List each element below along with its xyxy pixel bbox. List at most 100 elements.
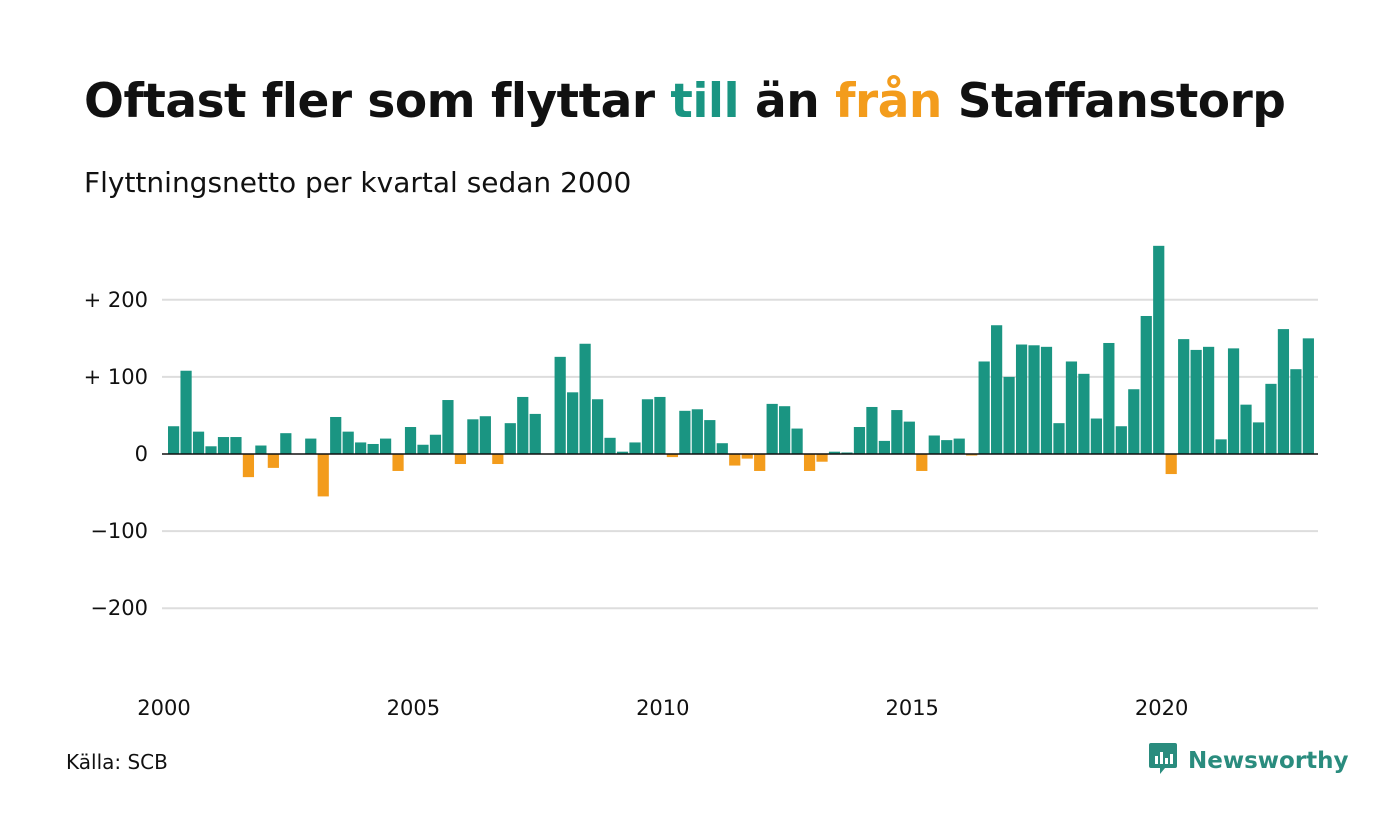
bar: 2004 K4: 35: [404, 427, 417, 454]
gridlines: [162, 298, 1318, 610]
bar: 2004 K1: 13: [367, 443, 379, 454]
bar: 2005 K2: 25: [429, 434, 442, 455]
y-tick-label: −200: [90, 596, 148, 620]
bar: 2012 K2: 62: [779, 406, 791, 454]
bars: 2000 K1: 362000 K2: 1082000 K3: 292000 K…: [168, 245, 1314, 497]
bar: 2000 K4: 10: [205, 446, 217, 454]
x-tick-label: 2015: [885, 696, 938, 720]
bar: 2006 K4: 40: [504, 423, 516, 454]
bar: 2011 K2: -15: [729, 454, 741, 466]
bar: 2019 K1: 36: [1115, 426, 1127, 454]
bar: 2016 K1: -2: [966, 454, 978, 456]
bar: 2018 K2: 104: [1078, 373, 1090, 454]
bar: 2021 K2: 137: [1227, 348, 1240, 454]
bar: 2014 K4: 42: [903, 421, 915, 454]
y-tick-label: + 100: [84, 365, 148, 389]
bar: 2001 K2: 22: [230, 437, 242, 454]
bar: 2015 K1: -22: [916, 454, 928, 471]
bar: 2021 K4: 41: [1252, 422, 1265, 454]
bar: 2000 K1: 36: [168, 426, 180, 454]
bar: 2005 K3: 70: [442, 400, 454, 454]
bar: 2004 K2: 20: [379, 438, 392, 454]
bar: 2007 K4: 126: [554, 356, 566, 454]
bar: 2008 K3: 71: [591, 399, 604, 454]
bar: 2022 K4: 150: [1302, 338, 1314, 454]
x-tick-label: 2000: [137, 696, 190, 720]
bar: 2019 K4: 270: [1153, 245, 1165, 454]
y-tick-label: + 200: [84, 288, 148, 312]
bar: 2017 K3: 139: [1040, 346, 1053, 454]
bar: 2020 K1: -26: [1165, 454, 1177, 475]
bar: 2017 K1: 142: [1015, 344, 1028, 454]
title-part-3: Staffanstorp: [941, 74, 1286, 129]
bar: 2013 K3: 2: [841, 452, 853, 454]
bar: 2004 K3: -22: [392, 454, 404, 471]
bar: 2000 K3: 29: [192, 431, 205, 454]
bar: 2020 K2: 149: [1178, 339, 1190, 454]
bar: 2013 K4: 35: [853, 427, 866, 454]
bar: 2018 K3: 46: [1090, 418, 1102, 454]
x-tick-label: 2010: [636, 696, 689, 720]
bar: 2009 K1: 3: [616, 451, 629, 454]
bar: 2020 K3: 135: [1190, 349, 1202, 454]
bar: 2022 K1: 91: [1265, 383, 1277, 454]
y-tick-label: 0: [135, 442, 148, 466]
title-negative-word: från: [835, 74, 942, 129]
bar: 2014 K2: 17: [878, 440, 890, 454]
bar: 2014 K3: 57: [891, 410, 903, 454]
bar: 2003 K3: 29: [342, 431, 354, 454]
bar: 2009 K2: 15: [629, 442, 641, 454]
bar: 2001 K4: 11: [255, 445, 267, 454]
title-part-1: Oftast fler som flyttar: [84, 74, 671, 129]
bar: 2017 K2: 141: [1028, 345, 1040, 454]
bar: 2019 K3: 179: [1140, 315, 1152, 454]
title-part-2: än: [739, 74, 836, 129]
bar: 2016 K3: 167: [991, 325, 1003, 454]
brand-logo: Newsworthy: [1148, 742, 1349, 780]
bar: 2001 K3: -30: [242, 454, 255, 478]
bar: 2022 K3: 110: [1290, 369, 1302, 454]
bar: 2011 K3: -6: [741, 454, 753, 459]
title-positive-word: till: [670, 74, 740, 129]
axes: + 200 + 100 0 −100 −200 2000 2005 2010 2015 2020: [84, 288, 1318, 720]
bar: 2001 K1: 22: [217, 437, 230, 454]
bar: 2003 K2: 48: [330, 416, 342, 454]
y-tick-label: −100: [90, 519, 148, 543]
bar: 2006 K3: -13: [492, 454, 504, 465]
bar: 2007 K2: 52: [529, 413, 541, 454]
bar: 2011 K1: 14: [716, 443, 728, 454]
bar: 2016 K4: 100: [1003, 376, 1015, 454]
chart-subtitle: Flyttningsnetto per kvartal sedan 2000: [84, 166, 632, 199]
bar: 2019 K2: 84: [1128, 389, 1140, 454]
bar: 2012 K3: 33: [791, 428, 803, 454]
bar: 2010 K2: 56: [679, 410, 691, 454]
bar: 2021 K1: 19: [1215, 439, 1227, 454]
bar: 2003 K4: 15: [355, 442, 367, 454]
bar: 2017 K4: 40: [1053, 423, 1065, 454]
bar: 2012 K1: 65: [766, 403, 778, 454]
bar: 2010 K1: -4: [666, 454, 678, 458]
bar: 2011 K4: -22: [754, 454, 766, 471]
bar: 2018 K1: 120: [1065, 361, 1078, 454]
bar: 2016 K2: 120: [978, 361, 990, 454]
chart-title: Oftast fler som flyttar till än från Sta…: [84, 74, 1286, 129]
x-tick-label: 2005: [387, 696, 440, 720]
bar: 2005 K4: -13: [454, 454, 467, 465]
bar: 2009 K4: 74: [654, 396, 666, 454]
source-note: Källa: SCB: [66, 750, 168, 774]
bar: 2008 K4: 21: [604, 437, 616, 454]
bar: 2009 K3: 71: [641, 399, 654, 454]
newsworthy-logo-icon: [1148, 742, 1178, 780]
bar: 2006 K2: 49: [479, 416, 491, 454]
bar: 2003 K1: -55: [317, 454, 329, 497]
bar: 2022 K2: 162: [1277, 329, 1290, 454]
bar: 2018 K4: 144: [1103, 342, 1115, 454]
bar: 2007 K1: 74: [517, 396, 529, 454]
bar: 2021 K3: 64: [1240, 404, 1252, 454]
bar: 2014 K1: 61: [866, 406, 878, 454]
bar: 2008 K1: 80: [567, 392, 579, 454]
bar: 2006 K1: 45: [467, 419, 479, 455]
